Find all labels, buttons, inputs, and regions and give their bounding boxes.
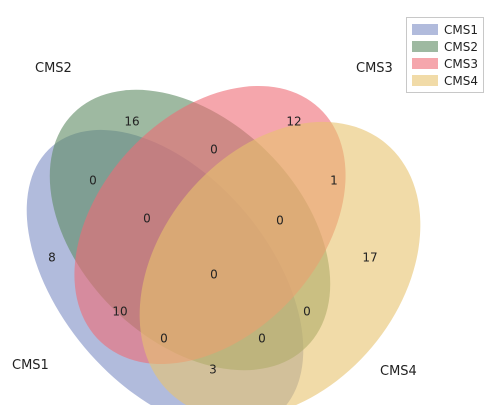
legend-swatch-cms4 [412, 75, 439, 86]
legend-swatch-cms2 [412, 41, 439, 52]
legend-swatch-cms3 [412, 58, 439, 69]
region-cms3-only: 12 [286, 115, 301, 129]
region-cms3-cms4: 1 [330, 174, 338, 188]
set-label-cms2: CMS2 [35, 61, 72, 76]
legend-label-cms4: CMS4 [444, 73, 478, 88]
region-cms1-cms2: 0 [89, 174, 97, 188]
region-cms2-only: 16 [124, 115, 139, 129]
legend-label-cms3: CMS3 [444, 56, 478, 71]
set-label-cms4: CMS4 [380, 364, 417, 379]
region-cms1-only: 8 [48, 251, 56, 265]
set-cms4-ellipse [139, 121, 421, 405]
region-cms1-cms3: 10 [112, 305, 127, 319]
region-cms1-cms4: 3 [209, 363, 217, 377]
region-cms2-cms3-cms4: 0 [276, 214, 284, 228]
region-cms1-cms2-cms4: 0 [258, 332, 266, 346]
set-label-cms3: CMS3 [356, 61, 393, 76]
region-cms2-cms3: 0 [210, 143, 218, 157]
region-cms1-cms2-cms3: 0 [143, 212, 151, 226]
region-cms4-only: 17 [362, 251, 377, 265]
legend: CMS1 CMS2 CMS3 CMS4 [406, 17, 484, 93]
legend-swatch-cms1 [412, 24, 439, 35]
legend-item-cms4: CMS4 [412, 72, 478, 89]
legend-item-cms3: CMS3 [412, 55, 478, 72]
region-all-four: 0 [210, 268, 218, 282]
legend-item-cms2: CMS2 [412, 38, 478, 55]
region-cms1-cms3-cms4: 0 [160, 332, 168, 346]
legend-label-cms1: CMS1 [444, 22, 478, 37]
set-label-cms1: CMS1 [12, 358, 49, 373]
legend-item-cms1: CMS1 [412, 21, 478, 38]
region-cms2-cms4: 0 [303, 305, 311, 319]
legend-label-cms2: CMS2 [444, 39, 478, 54]
